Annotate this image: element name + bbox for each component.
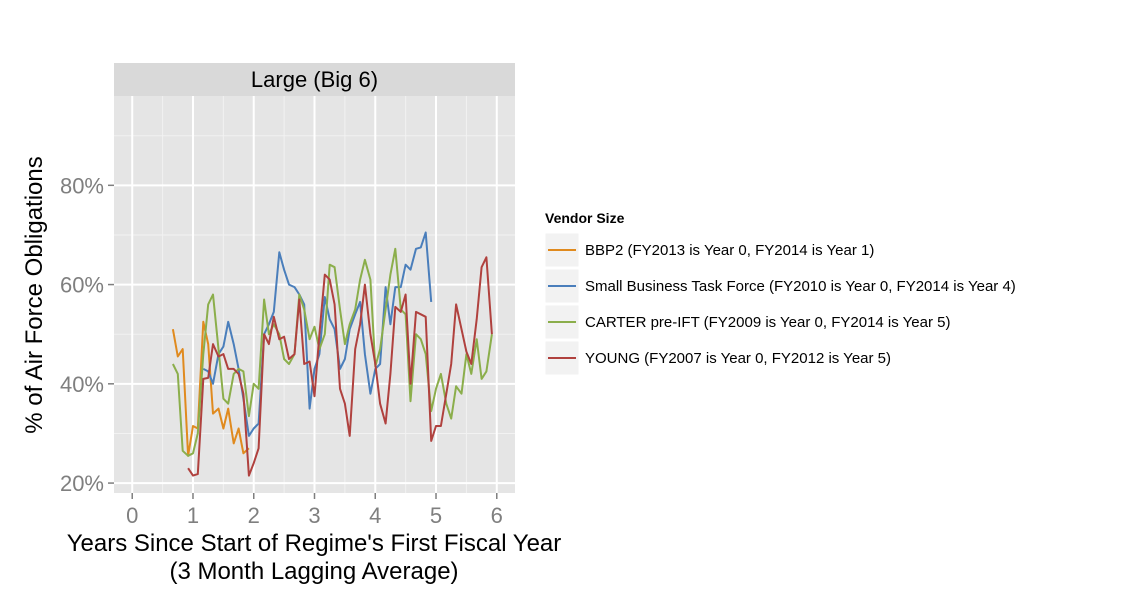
legend-label: CARTER pre-IFT (FY2009 is Year 0, FY2014…: [585, 314, 950, 331]
y-tick-label: 20%: [60, 471, 104, 496]
facet-strip: [114, 63, 515, 96]
y-axis: 20% 40% 60% 80%: [60, 173, 114, 496]
x-axis-title-line1: Years Since Start of Regime's First Fisc…: [67, 530, 562, 557]
x-axis: 0 1 2 3 4 5 6: [126, 493, 503, 528]
legend: Vendor Size BBP2 (FY2013 is Year 0, FY20…: [544, 210, 1016, 376]
x-tick-label: 6: [491, 503, 503, 528]
series-line-3: [187, 256, 493, 477]
x-tick-label: 2: [248, 503, 260, 528]
y-tick-label: 40%: [60, 372, 104, 397]
series-lines: [171, 231, 493, 477]
facet-title: Large (Big 6): [251, 67, 378, 92]
x-tick-label: 5: [430, 503, 442, 528]
y-axis-title: % of Air Force Obligations: [21, 156, 48, 433]
legend-label: BBP2 (FY2013 is Year 0, FY2014 is Year 1…: [585, 242, 874, 259]
y-tick-label: 80%: [60, 173, 104, 198]
legend-label: YOUNG (FY2007 is Year 0, FY2012 is Year …: [585, 350, 891, 367]
legend-title: Vendor Size: [545, 210, 625, 226]
x-tick-label: 4: [369, 503, 381, 528]
x-tick-label: 0: [126, 503, 138, 528]
x-tick-label: 3: [308, 503, 320, 528]
x-axis-title-line2: (3 Month Lagging Average): [169, 558, 458, 585]
y-tick-label: 60%: [60, 273, 104, 298]
series-line-2: [172, 247, 493, 457]
x-tick-label: 1: [187, 503, 199, 528]
legend-label: Small Business Task Force (FY2010 is Yea…: [585, 278, 1016, 295]
